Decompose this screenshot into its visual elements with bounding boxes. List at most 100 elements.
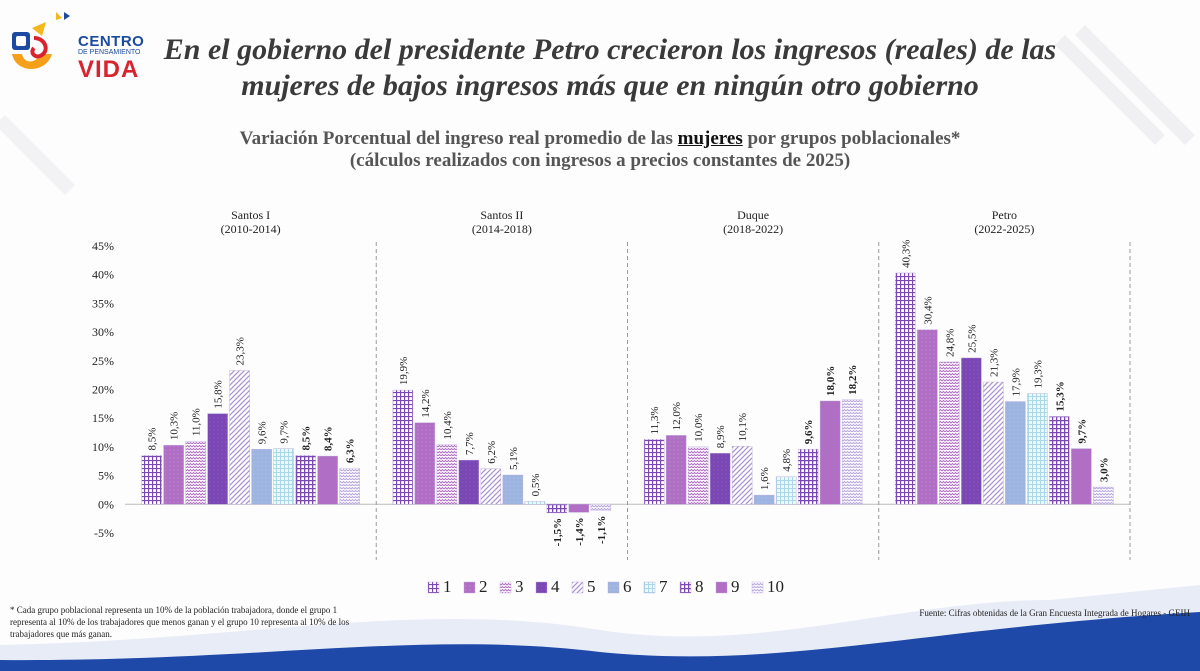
data-label: 18,0% <box>825 366 837 396</box>
bar <box>546 504 568 514</box>
data-label: 6,3% <box>345 438 357 463</box>
data-label: 8,4% <box>323 426 335 451</box>
data-label: 17,9% <box>1010 368 1022 396</box>
data-label: 0,5% <box>530 474 542 497</box>
data-label: 21,3% <box>988 349 1000 377</box>
legend-label: 10 <box>767 577 784 596</box>
bar <box>207 413 228 505</box>
legend-swatch <box>499 581 512 594</box>
group-period: (2022-2025) <box>974 222 1034 236</box>
data-label: 40,3% <box>900 240 912 268</box>
y-tick-label: 25% <box>92 354 114 368</box>
bar <box>436 444 458 505</box>
bar <box>339 467 360 505</box>
data-label: 15,3% <box>1054 381 1066 411</box>
bar <box>1027 393 1048 505</box>
data-label: -1,5% <box>552 518 564 546</box>
chart-layer: 45%40%35%30%25%20%15%10%5%0%-5%Santos I(… <box>92 208 1131 596</box>
legend-swatch <box>427 581 440 594</box>
data-label: 18,2% <box>847 365 859 395</box>
footnote: * Cada grupo poblacional representa un 1… <box>10 605 350 639</box>
bar <box>961 357 982 505</box>
group-period: (2018-2022) <box>723 222 783 236</box>
headline-line2: mujeres de bajos ingresos más que en nin… <box>241 69 979 102</box>
data-label: 1,6% <box>759 467 771 490</box>
legend-swatch <box>607 581 620 594</box>
logo: CENTRO DE PENSAMIENTO VIDA <box>6 8 144 83</box>
bar <box>524 501 546 505</box>
data-label: -1,4% <box>574 517 586 545</box>
bar <box>841 399 863 505</box>
bar <box>1049 416 1070 505</box>
logo-mark-icon <box>12 12 70 69</box>
bar <box>917 329 938 505</box>
bar <box>665 435 687 505</box>
legend-label: 3 <box>515 577 524 596</box>
data-label: 19,9% <box>398 357 410 385</box>
data-label: -1,1% <box>596 516 608 544</box>
data-label: 11,3% <box>649 406 661 434</box>
data-label: 5,1% <box>508 447 520 470</box>
bar <box>797 448 819 505</box>
bar <box>939 361 960 505</box>
legend-swatch <box>751 581 764 594</box>
bar <box>1005 401 1026 505</box>
bar <box>251 448 272 505</box>
data-label: 8,9% <box>715 425 727 448</box>
bar <box>753 494 775 505</box>
headline-line1: En el gobierno del presidente Petro crec… <box>163 33 1057 66</box>
headline: En el gobierno del presidente Petro crec… <box>150 32 1070 104</box>
bar <box>414 422 436 505</box>
legend-label: 1 <box>443 577 452 596</box>
data-label: 11,0% <box>191 408 203 436</box>
subtitle-post: por grupos poblacionales* <box>742 128 961 149</box>
data-label: 19,3% <box>1032 360 1044 388</box>
bar <box>775 476 797 505</box>
brand-name-line2: DE PENSAMIENTO <box>78 49 141 56</box>
data-label: 10,1% <box>737 413 749 441</box>
data-label: 9,7% <box>1076 419 1088 444</box>
group-name: Petro <box>992 208 1017 222</box>
bar <box>731 446 753 505</box>
legend-label: 9 <box>731 577 740 596</box>
legend-label: 5 <box>587 577 596 596</box>
legend-label: 2 <box>479 577 488 596</box>
subtitle-line2: (cálculos realizados con ingresos a prec… <box>349 150 851 171</box>
y-tick-label: 35% <box>92 296 114 310</box>
legend-label: 7 <box>659 577 668 596</box>
bar <box>185 440 206 505</box>
subtitle-pre: Variación Porcentual del ingreso real pr… <box>239 128 678 149</box>
data-label: 9,6% <box>257 421 269 444</box>
bar <box>819 400 841 505</box>
data-label: 24,8% <box>944 329 956 357</box>
data-label: 7,7% <box>464 432 476 455</box>
data-label: 30,4% <box>922 296 934 324</box>
legend-label: 6 <box>623 577 632 596</box>
bar <box>163 444 184 505</box>
bar <box>1093 486 1114 505</box>
bar <box>480 468 502 505</box>
data-label: 3,0% <box>1098 457 1110 482</box>
subtitle-line1: Variación Porcentual del ingreso real pr… <box>150 128 1050 150</box>
bar <box>229 370 250 505</box>
brand-name-line3: VIDA <box>78 56 140 83</box>
bar <box>141 455 162 505</box>
chart-subtitle: Variación Porcentual del ingreso real pr… <box>150 128 1050 172</box>
bar <box>458 459 480 505</box>
legend-swatch <box>535 581 548 594</box>
legend-swatch <box>679 581 692 594</box>
bar <box>643 439 665 505</box>
legend-swatch <box>643 581 656 594</box>
bar <box>983 381 1004 505</box>
data-label: 9,6% <box>803 419 815 444</box>
bar <box>317 455 338 505</box>
y-tick-label: 40% <box>92 268 114 282</box>
data-label: 25,5% <box>966 325 978 353</box>
data-label: 9,7% <box>279 421 291 444</box>
y-tick-label: 45% <box>92 239 114 253</box>
legend-label: 4 <box>551 577 560 596</box>
group-name: Duque <box>737 208 769 222</box>
legend-label: 8 <box>695 577 704 596</box>
